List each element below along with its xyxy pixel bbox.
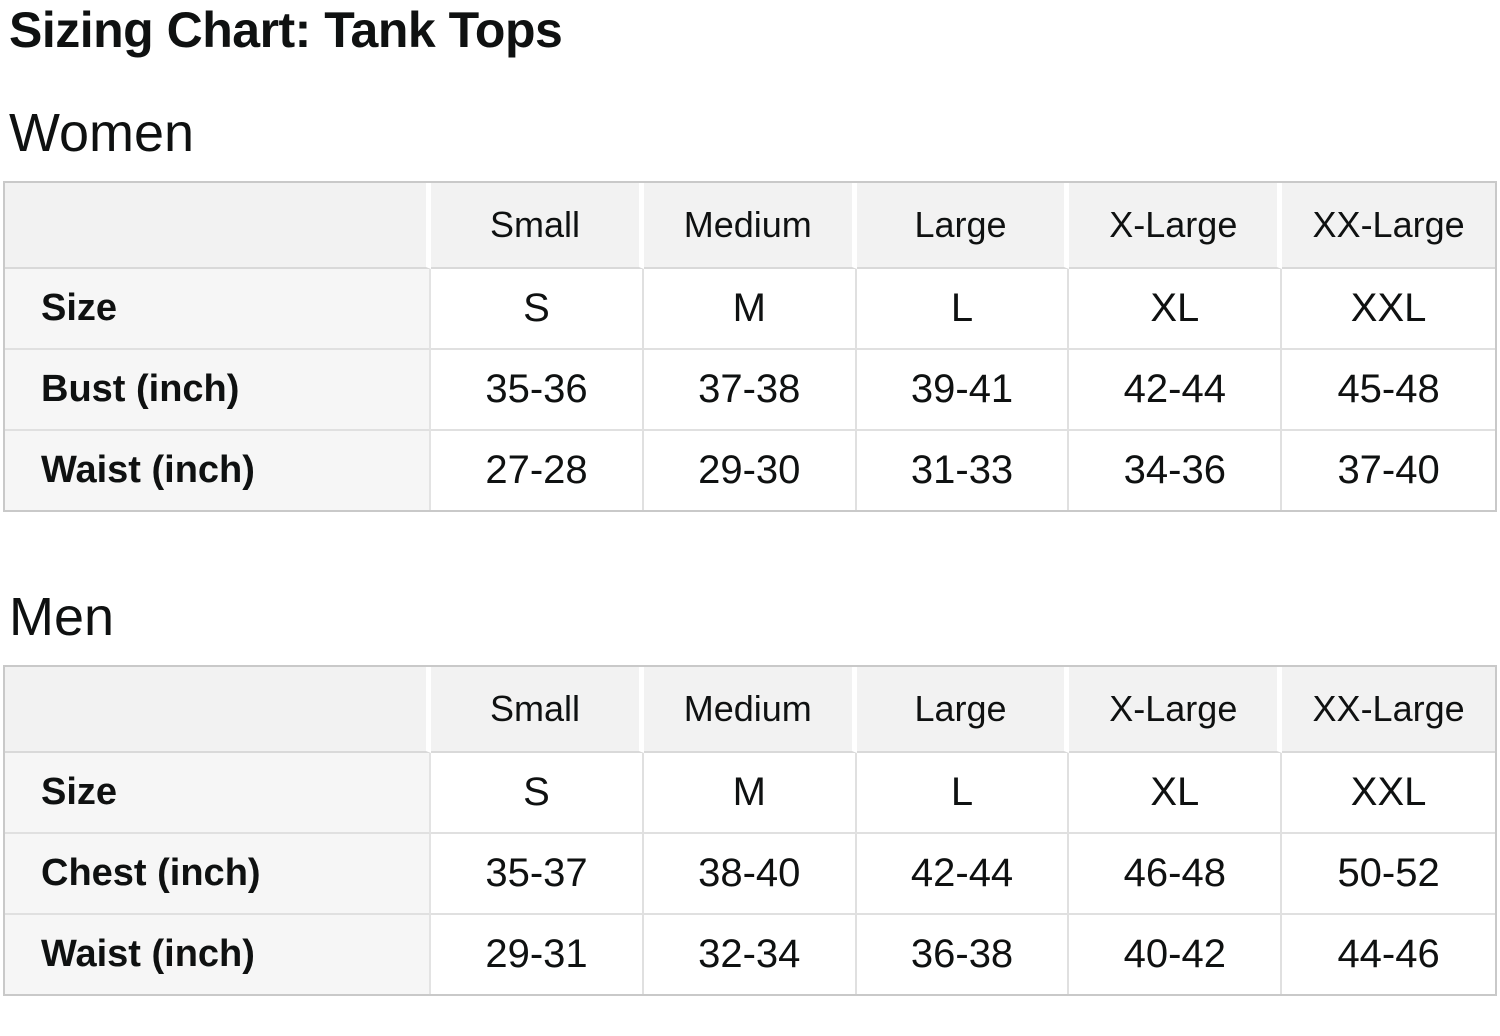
column-header-xxlarge: XX-Large bbox=[1282, 182, 1495, 269]
men-chest-row: Chest (inch) 35-37 38-40 42-44 46-48 50-… bbox=[5, 834, 1495, 916]
men-waist-row: Waist (inch) 29-31 32-34 36-38 40-42 44-… bbox=[5, 915, 1495, 995]
row-label-waist: Waist (inch) bbox=[5, 915, 432, 995]
men-size-table: Small Medium Large X-Large XX-Large Size… bbox=[3, 665, 1497, 997]
page-title: Sizing Chart: Tank Tops bbox=[9, 2, 563, 58]
size-cell: XL bbox=[1069, 753, 1283, 835]
column-header-small: Small bbox=[431, 182, 644, 269]
men-header-row: Small Medium Large X-Large XX-Large bbox=[5, 667, 1495, 754]
column-header-medium: Medium bbox=[643, 667, 857, 754]
size-cell: 29-30 bbox=[643, 430, 857, 510]
size-cell: 38-40 bbox=[643, 834, 857, 916]
size-cell: 45-48 bbox=[1282, 349, 1495, 431]
size-cell: 39-41 bbox=[856, 349, 1070, 431]
size-cell: 42-44 bbox=[856, 834, 1070, 916]
size-cell: S bbox=[431, 753, 644, 835]
size-cell: 42-44 bbox=[1069, 349, 1283, 431]
women-section: Women Small Medium Large X-Large XX-Larg… bbox=[3, 102, 1497, 512]
size-cell: S bbox=[431, 268, 644, 350]
size-cell: 46-48 bbox=[1069, 834, 1283, 916]
column-header-xlarge: X-Large bbox=[1069, 182, 1283, 269]
size-cell: M bbox=[643, 268, 857, 350]
size-cell: L bbox=[856, 268, 1070, 350]
size-cell: 35-36 bbox=[431, 349, 644, 431]
column-header-large: Large bbox=[856, 667, 1070, 754]
row-label-waist: Waist (inch) bbox=[5, 430, 432, 510]
men-section-heading: Men bbox=[9, 586, 115, 647]
men-section: Men Small Medium Large X-Large XX-Large bbox=[3, 586, 1497, 997]
women-header-row: Small Medium Large X-Large XX-Large bbox=[5, 182, 1495, 269]
column-header-xxlarge: XX-Large bbox=[1282, 667, 1495, 754]
row-label-size: Size bbox=[5, 268, 432, 350]
column-header-blank bbox=[5, 667, 432, 754]
women-size-row: Size S M L XL XXL bbox=[5, 268, 1495, 350]
size-cell: 35-37 bbox=[431, 834, 644, 916]
size-cell: 40-42 bbox=[1069, 915, 1283, 995]
women-section-heading: Women bbox=[9, 102, 195, 163]
size-cell: 37-38 bbox=[643, 349, 857, 431]
column-header-small: Small bbox=[431, 667, 644, 754]
size-cell: 36-38 bbox=[856, 915, 1070, 995]
column-header-medium: Medium bbox=[643, 182, 857, 269]
size-cell: L bbox=[856, 753, 1070, 835]
size-cell: XXL bbox=[1282, 753, 1495, 835]
size-cell: 44-46 bbox=[1282, 915, 1495, 995]
women-size-table: Small Medium Large X-Large XX-Large Size… bbox=[3, 180, 1497, 512]
row-label-size: Size bbox=[5, 753, 432, 835]
column-header-large: Large bbox=[856, 182, 1070, 269]
column-header-xlarge: X-Large bbox=[1069, 667, 1283, 754]
size-cell: 34-36 bbox=[1069, 430, 1283, 510]
row-label-chest: Chest (inch) bbox=[5, 834, 432, 916]
size-cell: 29-31 bbox=[431, 915, 644, 995]
size-cell: M bbox=[643, 753, 857, 835]
size-cell: XXL bbox=[1282, 268, 1495, 350]
women-bust-row: Bust (inch) 35-36 37-38 39-41 42-44 45-4… bbox=[5, 349, 1495, 431]
column-header-blank bbox=[5, 182, 432, 269]
size-cell: 31-33 bbox=[856, 430, 1070, 510]
size-cell: 37-40 bbox=[1282, 430, 1495, 510]
size-cell: 32-34 bbox=[643, 915, 857, 995]
men-size-row: Size S M L XL XXL bbox=[5, 753, 1495, 835]
size-cell: XL bbox=[1069, 268, 1283, 350]
size-cell: 27-28 bbox=[431, 430, 644, 510]
women-waist-row: Waist (inch) 27-28 29-30 31-33 34-36 37-… bbox=[5, 430, 1495, 510]
size-cell: 50-52 bbox=[1282, 834, 1495, 916]
row-label-bust: Bust (inch) bbox=[5, 349, 432, 431]
